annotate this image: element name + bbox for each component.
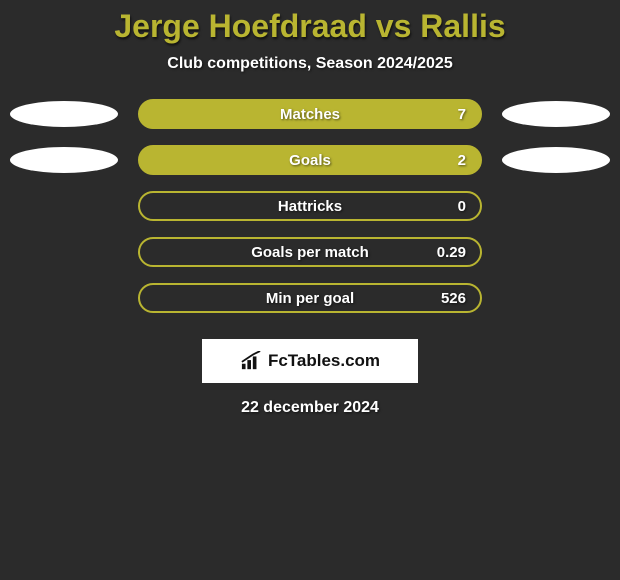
bar-chart-icon (240, 351, 262, 371)
brand-text: FcTables.com (268, 351, 380, 371)
comparison-infographic: Jerge Hoefdraad vs Rallis Club competiti… (0, 0, 620, 417)
stat-label: Min per goal (266, 290, 354, 307)
stat-label: Goals per match (251, 244, 369, 261)
stat-bar: Goals 2 (138, 145, 482, 175)
left-ellipse (10, 147, 118, 173)
stat-bar: Min per goal 526 (138, 283, 482, 313)
left-spacer (10, 193, 118, 219)
stat-value: 0.29 (437, 244, 466, 261)
right-spacer (502, 193, 610, 219)
right-ellipse (502, 147, 610, 173)
stat-bar: Hattricks 0 (138, 191, 482, 221)
stat-bar: Goals per match 0.29 (138, 237, 482, 267)
stat-value: 2 (458, 152, 466, 169)
right-spacer (502, 239, 610, 265)
brand-box: FcTables.com (202, 339, 418, 383)
stat-row: Goals per match 0.29 (0, 237, 620, 267)
right-spacer (502, 285, 610, 311)
stat-value: 0 (458, 198, 466, 215)
left-spacer (10, 239, 118, 265)
stats-list: Matches 7 Goals 2 Hattricks 0 Goals per match 0… (0, 99, 620, 313)
stat-row: Min per goal 526 (0, 283, 620, 313)
stat-row: Matches 7 (0, 99, 620, 129)
page-subtitle: Club competitions, Season 2024/2025 (0, 55, 620, 73)
left-ellipse (10, 101, 118, 127)
stat-label: Hattricks (278, 198, 342, 215)
left-spacer (10, 285, 118, 311)
stat-value: 526 (441, 290, 466, 307)
stat-bar: Matches 7 (138, 99, 482, 129)
right-ellipse (502, 101, 610, 127)
page-title: Jerge Hoefdraad vs Rallis (0, 8, 620, 45)
date-text: 22 december 2024 (0, 399, 620, 417)
stat-row: Goals 2 (0, 145, 620, 175)
stat-value: 7 (458, 106, 466, 123)
stat-label: Matches (280, 106, 340, 123)
stat-row: Hattricks 0 (0, 191, 620, 221)
stat-label: Goals (289, 152, 331, 169)
